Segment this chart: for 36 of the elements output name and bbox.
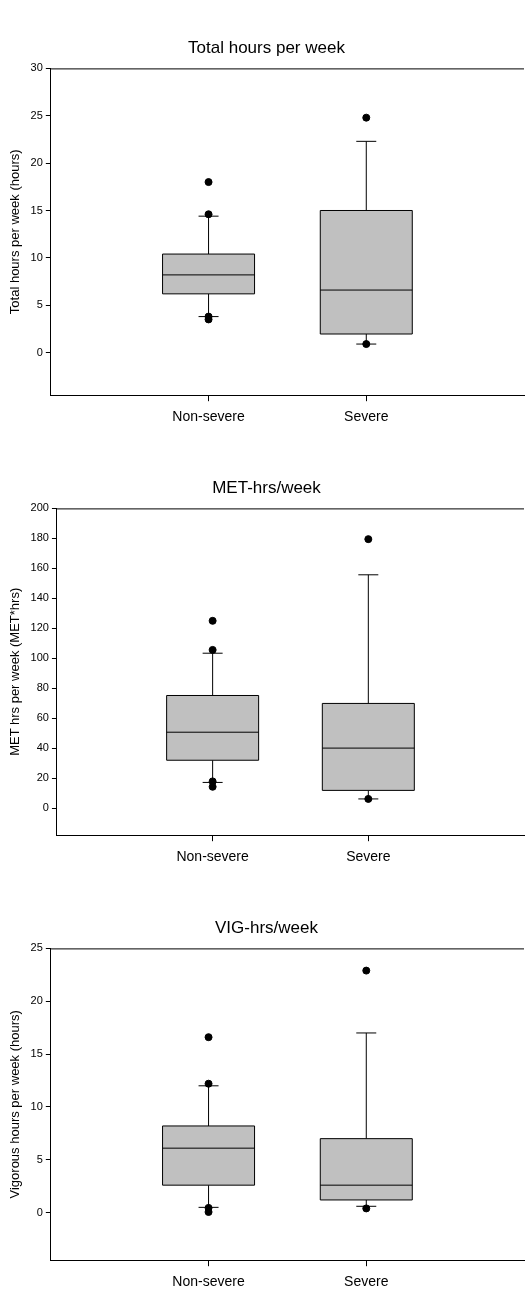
- y-tick-label: 200: [30, 501, 49, 514]
- y-tick-label: 120: [30, 621, 49, 634]
- y-tick-label: 15: [30, 203, 43, 216]
- y-tick-label: 20: [30, 156, 43, 169]
- y-axis-title: MET hrs per week (MET*hrs): [7, 587, 23, 756]
- y-tick-label: 25: [30, 108, 43, 121]
- chart-title: VIG-hrs/week: [215, 917, 319, 937]
- y-axis-title: Total hours per week (hours): [7, 149, 23, 315]
- y-tick-label: 20: [36, 771, 49, 784]
- x-tick-label: Non-severe: [176, 848, 250, 865]
- x-tick-label: Non-severe: [172, 1273, 245, 1290]
- y-tick-label: 0: [36, 345, 43, 358]
- y-tick-label: 20: [30, 994, 43, 1007]
- x-tick-label: Severe: [344, 1273, 389, 1290]
- y-tick-label: 140: [30, 591, 49, 604]
- y-tick-label: 180: [30, 531, 49, 544]
- y-axis-title: Vigorous hours per week (hours): [7, 1010, 23, 1199]
- y-tick-label: 40: [36, 741, 49, 754]
- y-tick-label: 25: [30, 941, 43, 954]
- y-tick-label: 0: [36, 1205, 43, 1218]
- y-tick-label: 15: [30, 1047, 43, 1060]
- y-tick-label: 5: [36, 298, 43, 311]
- y-tick-label: 0: [42, 801, 49, 814]
- y-tick-label: 5: [36, 1152, 43, 1165]
- y-tick-label: 10: [30, 250, 43, 263]
- y-tick-label: 80: [36, 681, 49, 694]
- x-tick-label: Severe: [346, 848, 391, 865]
- x-tick-label: Severe: [344, 408, 389, 425]
- y-tick-label: 160: [30, 561, 49, 574]
- x-tick-label: Non-severe: [172, 408, 245, 425]
- y-tick-label: 30: [30, 61, 43, 74]
- chart-title: Total hours per week: [188, 37, 346, 57]
- y-tick-label: 10: [30, 1099, 43, 1112]
- chart-title: MET-hrs/week: [212, 477, 322, 497]
- y-tick-label: 60: [36, 711, 49, 724]
- y-tick-label: 100: [30, 651, 49, 664]
